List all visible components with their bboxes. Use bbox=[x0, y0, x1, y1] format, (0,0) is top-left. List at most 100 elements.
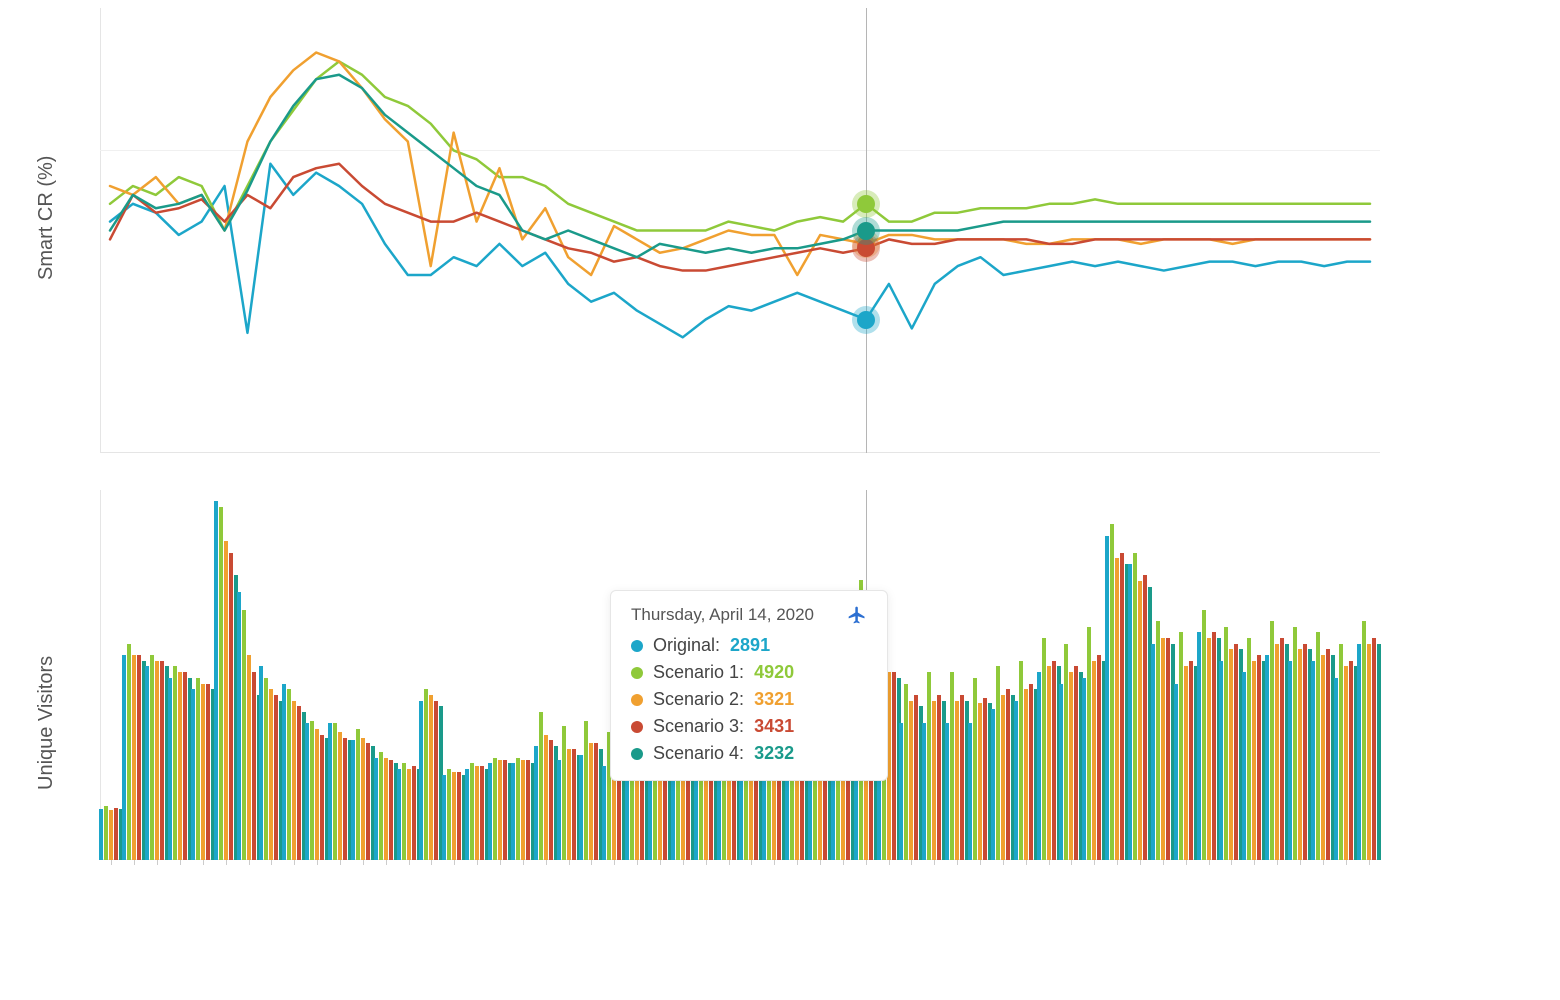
bar-scenario1 bbox=[1202, 610, 1206, 860]
tooltip-label: Scenario 4: bbox=[653, 743, 744, 764]
x-tick bbox=[1369, 860, 1370, 865]
tooltip-label: Original: bbox=[653, 635, 720, 656]
line-series-group bbox=[100, 8, 1380, 453]
bar-scenario1 bbox=[402, 763, 406, 860]
tooltip-label: Scenario 3: bbox=[653, 716, 744, 737]
bar-scenario1 bbox=[950, 672, 954, 860]
y-axis-label-line: Smart CR (%) bbox=[35, 156, 58, 280]
bar-scenario3 bbox=[297, 706, 301, 860]
bar-scenario2 bbox=[475, 766, 479, 860]
bar-scenario3 bbox=[1074, 666, 1078, 860]
bar-scenario3 bbox=[137, 655, 141, 860]
bar-scenario2 bbox=[1069, 672, 1073, 860]
bar-scenario1 bbox=[356, 729, 360, 860]
x-tick bbox=[363, 860, 364, 865]
x-tick bbox=[1323, 860, 1324, 865]
bar-scenario1 bbox=[1087, 627, 1091, 860]
bar-original bbox=[168, 678, 172, 860]
tooltip-value: 3232 bbox=[754, 743, 794, 764]
bar-group bbox=[922, 672, 946, 860]
bar-scenario3 bbox=[1006, 689, 1010, 860]
x-tick bbox=[1049, 860, 1050, 865]
bar-scenario3 bbox=[1372, 638, 1376, 860]
bar-original bbox=[1174, 684, 1178, 860]
bar-scenario2 bbox=[544, 735, 548, 860]
bar-scenario3 bbox=[1303, 644, 1307, 860]
bar-scenario3 bbox=[114, 808, 118, 860]
line-series-scenario2 bbox=[110, 53, 1370, 276]
bar-scenario3 bbox=[1120, 553, 1124, 860]
bar-scenario2 bbox=[1138, 581, 1142, 860]
hover-marker bbox=[857, 222, 875, 240]
bar-scenario1 bbox=[1019, 661, 1023, 860]
bar-original bbox=[1105, 536, 1109, 860]
airplane-icon bbox=[847, 605, 867, 625]
bar-scenario2 bbox=[589, 743, 593, 860]
bar-group bbox=[465, 763, 489, 860]
bar-scenario1 bbox=[310, 721, 314, 860]
x-tick bbox=[1346, 860, 1347, 865]
bar-scenario3 bbox=[1189, 661, 1193, 860]
bar-scenario1 bbox=[1270, 621, 1274, 860]
bar-group bbox=[1219, 627, 1243, 860]
bar-original bbox=[968, 723, 972, 860]
x-tick bbox=[317, 860, 318, 865]
bar-scenario1 bbox=[1339, 644, 1343, 860]
bar-scenario2 bbox=[1298, 649, 1302, 860]
bar-scenario2 bbox=[978, 703, 982, 860]
bar-scenario3 bbox=[1052, 661, 1056, 860]
bar-group bbox=[1265, 621, 1289, 860]
bar-scenario2 bbox=[452, 772, 456, 860]
bar-original bbox=[145, 666, 149, 860]
tooltip-value: 3321 bbox=[754, 689, 794, 710]
bar-scenario3 bbox=[366, 743, 370, 860]
bar-original bbox=[374, 758, 378, 860]
bar-original bbox=[579, 755, 583, 860]
bar-scenario2 bbox=[429, 695, 433, 860]
x-tick bbox=[454, 860, 455, 865]
bar-scenario2 bbox=[224, 541, 228, 860]
bar-scenario2 bbox=[247, 655, 251, 860]
bar-scenario3 bbox=[1029, 684, 1033, 860]
bar-scenario1 bbox=[1362, 621, 1366, 860]
bar-scenario1 bbox=[242, 610, 246, 860]
tooltip-label: Scenario 1: bbox=[653, 662, 744, 683]
bar-scenario1 bbox=[150, 655, 154, 860]
x-tick bbox=[157, 860, 158, 865]
x-tick bbox=[889, 860, 890, 865]
bar-group bbox=[168, 666, 192, 860]
bar-scenario2 bbox=[292, 701, 296, 860]
bar-original bbox=[442, 775, 446, 860]
bar-original bbox=[511, 763, 515, 860]
bar-scenario3 bbox=[389, 760, 393, 860]
bar-scenario3 bbox=[1326, 649, 1330, 860]
bar-scenario2 bbox=[498, 760, 502, 860]
bar-scenario2 bbox=[315, 729, 319, 860]
bar-group bbox=[1174, 632, 1198, 860]
bar-scenario3 bbox=[206, 684, 210, 860]
x-tick bbox=[409, 860, 410, 865]
bar-original bbox=[397, 769, 401, 860]
bar-scenario3 bbox=[229, 553, 233, 860]
bar-scenario1 bbox=[333, 723, 337, 860]
bar-group bbox=[237, 592, 261, 860]
bar-group bbox=[579, 721, 603, 860]
x-tick bbox=[1026, 860, 1027, 865]
bar-scenario4 bbox=[1377, 644, 1381, 860]
x-tick bbox=[1209, 860, 1210, 865]
y-axis-label-bar: Unique Visitors bbox=[35, 656, 58, 790]
x-tick bbox=[706, 860, 707, 865]
bar-scenario1 bbox=[127, 644, 131, 860]
x-tick bbox=[843, 860, 844, 865]
bar-scenario1 bbox=[379, 752, 383, 860]
x-tick bbox=[866, 860, 867, 865]
bar-scenario3 bbox=[252, 672, 256, 860]
bar-group bbox=[488, 758, 512, 860]
x-tick bbox=[820, 860, 821, 865]
bar-original bbox=[122, 655, 126, 860]
legend-dot bbox=[631, 640, 643, 652]
bar-scenario3 bbox=[892, 672, 896, 860]
bar-group bbox=[1288, 627, 1312, 860]
bar-scenario2 bbox=[1184, 666, 1188, 860]
line-series-scenario1 bbox=[110, 61, 1370, 230]
